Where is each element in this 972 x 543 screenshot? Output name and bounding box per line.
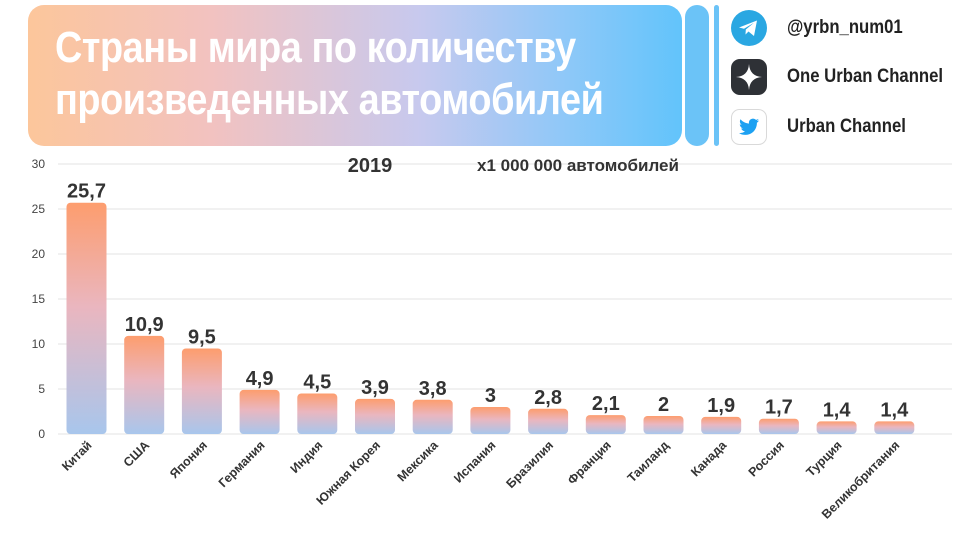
bar <box>239 389 280 434</box>
bar <box>355 398 395 434</box>
y-tick-label: 10 <box>32 337 46 351</box>
bar <box>816 421 857 434</box>
x-tick-label: Мексика <box>395 437 442 484</box>
bar-value-label: 1,7 <box>765 397 793 419</box>
twitter-icon <box>731 109 767 145</box>
bar <box>412 399 453 434</box>
accent-divider <box>714 5 719 146</box>
bar-value-label: 1,9 <box>707 395 735 417</box>
x-tick-label: Канада <box>688 437 730 479</box>
x-tick-label: Турция <box>804 438 845 479</box>
x-tick-label: Бразилия <box>504 438 557 491</box>
zen-channel-name: One Urban Channel <box>787 66 944 87</box>
x-tick-label: Таиланд <box>625 438 672 485</box>
telegram-handle: @yrbn_num01 <box>787 17 903 38</box>
bar-value-label: 4,5 <box>303 372 331 394</box>
bar <box>66 202 107 434</box>
x-tick-label: Россия <box>746 438 787 479</box>
bar-value-label: 2 <box>658 394 669 416</box>
x-tick-label: Китай <box>59 438 94 473</box>
twitter-channel-name: Urban Channel <box>787 116 906 137</box>
y-tick-label: 5 <box>38 382 45 396</box>
y-tick-label: 30 <box>32 157 46 171</box>
y-tick-label: 0 <box>38 427 45 441</box>
bar-value-label: 1,4 <box>823 399 852 421</box>
bar-value-label: 3 <box>485 385 496 407</box>
y-tick-label: 25 <box>32 202 46 216</box>
bar <box>297 393 338 434</box>
bar-value-label: 2,8 <box>534 387 562 409</box>
bar <box>758 418 799 434</box>
x-tick-label: Япония <box>167 438 210 481</box>
x-tick-label: США <box>121 438 153 470</box>
accent-pill <box>685 5 709 146</box>
bar-value-label: 4,9 <box>246 368 274 390</box>
x-tick-label: Испания <box>451 438 498 485</box>
zen-link[interactable]: One Urban Channel <box>731 59 964 95</box>
bar-value-label: 1,4 <box>880 399 909 421</box>
bar <box>470 407 511 434</box>
bar-value-label: 3,9 <box>361 377 389 399</box>
x-tick-label: Франция <box>565 438 614 487</box>
bar-value-label: 9,5 <box>188 327 216 349</box>
telegram-link[interactable]: @yrbn_num01 <box>731 10 919 46</box>
title-line-1: Страны мира по количеству <box>55 23 576 72</box>
x-tick-label: Германия <box>216 438 268 490</box>
bar <box>124 335 165 434</box>
twitter-link[interactable]: Urban Channel <box>731 109 922 145</box>
bar-value-label: 25,7 <box>67 181 106 203</box>
chart-title: 2019 <box>348 155 393 177</box>
title-banner <box>28 5 682 146</box>
bar-value-label: 3,8 <box>419 378 447 400</box>
y-tick-label: 15 <box>32 292 46 306</box>
page-title: Страны мира по количеству произведенных … <box>55 22 604 126</box>
telegram-icon <box>731 10 767 46</box>
title-line-2: произведенных автомобилей <box>55 75 604 124</box>
bar <box>874 421 915 434</box>
bar-value-label: 10,9 <box>125 314 164 336</box>
zen-icon <box>731 59 767 95</box>
bar <box>643 416 684 434</box>
chart-units-label: x1 000 000 автомобилей <box>477 156 679 175</box>
bar <box>701 416 742 434</box>
bar-value-label: 2,1 <box>592 393 620 415</box>
x-tick-label: Индия <box>288 438 326 476</box>
y-tick-label: 20 <box>32 247 46 261</box>
bar <box>585 415 626 434</box>
bar <box>181 348 222 434</box>
bar <box>528 408 569 434</box>
